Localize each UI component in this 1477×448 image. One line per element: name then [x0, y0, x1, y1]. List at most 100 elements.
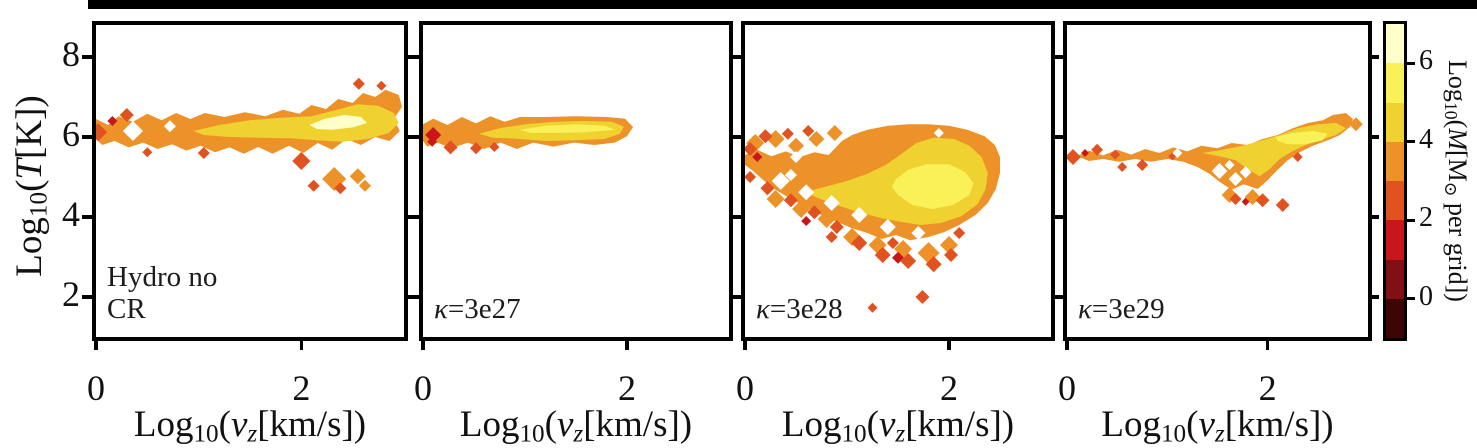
y-tick-mark	[734, 215, 741, 219]
panel-label: Hydro no CR	[107, 262, 217, 325]
label-part: z	[247, 420, 258, 448]
label-part: Log	[459, 404, 520, 445]
colorbar-tick-label: 2	[1419, 202, 1433, 234]
x-tick-label: 2	[940, 368, 958, 408]
y-tick-mark	[734, 55, 741, 59]
plot-area: κ=3e29	[1063, 21, 1372, 341]
x-tick-mark	[625, 341, 629, 350]
colorbar-block	[1386, 63, 1404, 103]
x-tick-mark	[947, 341, 951, 350]
y-tick-mark	[1056, 135, 1063, 139]
contour-fragment-red	[1136, 159, 1149, 171]
label-part: (	[1186, 404, 1199, 445]
contour-fragment-red	[1255, 193, 1270, 208]
y-tick-mark	[734, 135, 741, 139]
contour-fragment-orange	[808, 131, 825, 147]
label-part: κ	[1078, 292, 1092, 325]
colorbar-tick-label: 4	[1419, 123, 1433, 155]
contour-fragment-red	[1067, 149, 1081, 165]
x-tick-mark	[421, 341, 425, 350]
contour-hole	[1224, 160, 1235, 170]
colorbar-tick-label: 6	[1419, 45, 1433, 77]
y-tick-mark	[1372, 215, 1379, 219]
label-part: v	[556, 404, 574, 445]
contour-fragment-darkred	[752, 152, 763, 162]
contour-fragment-red	[489, 142, 500, 152]
contour-fragment-red	[783, 193, 798, 208]
y-tick-mark	[412, 215, 419, 219]
y-tick-mark	[82, 55, 92, 59]
label-part: Log	[133, 404, 194, 445]
contour-fragment-red	[807, 205, 822, 220]
x-tick-mark	[743, 341, 747, 350]
label-part: 10	[193, 420, 219, 448]
contour-fragment-red	[915, 290, 930, 304]
label-part: z	[573, 420, 584, 448]
contour-fragment-darkred	[425, 127, 442, 143]
contour-hole	[784, 169, 797, 181]
y-tick-mark	[1372, 295, 1379, 299]
panel-label-line: κ=3e28	[756, 292, 843, 325]
panel-label-line: Hydro no	[107, 262, 217, 293]
cropped-upper-panel-border	[88, 0, 1477, 9]
contour-hole	[933, 128, 944, 138]
label-part: T	[9, 159, 50, 180]
y-tick-mark	[82, 295, 92, 299]
contour-fragment-orange	[349, 168, 366, 185]
contour-hole	[790, 151, 802, 163]
y-tick-mark	[82, 215, 92, 219]
contour-hole	[122, 121, 144, 141]
contour-plot	[1067, 113, 1363, 212]
contour-fragment-red	[1117, 162, 1128, 172]
contour-fragment-orange	[766, 190, 785, 208]
label-part: 10	[841, 420, 867, 448]
contour-hole	[1228, 172, 1243, 186]
y-tick-mark	[1056, 215, 1063, 219]
contour-fragment-red	[867, 302, 878, 313]
y-tick-mark	[412, 135, 419, 139]
x-axis-label: Log10(vz[km/s])	[741, 403, 1055, 448]
contour-fragment-red	[900, 253, 917, 269]
contour-fragment-orange	[1244, 189, 1261, 205]
contour-fragment-red	[334, 182, 347, 195]
contour-fragment-red	[443, 140, 458, 155]
label-part: CR	[107, 292, 146, 325]
panel-label: κ=3e28	[756, 292, 843, 325]
label-part: (	[1443, 119, 1472, 129]
contour-hole	[798, 184, 815, 201]
colorbar-label: Log10(M[M⊙ per grid])	[1441, 11, 1472, 351]
contour-hole	[879, 219, 896, 235]
contour-fragment-red	[758, 129, 773, 144]
contour-fragment-darkred	[427, 136, 438, 147]
contour-hole	[1211, 163, 1228, 179]
panel-label-line: κ=3e27	[434, 293, 521, 325]
y-tick-label: 2	[62, 274, 80, 314]
contour-fragment-red	[1168, 152, 1177, 161]
contour-fragment-red	[760, 181, 775, 196]
contour-fragment-red	[944, 248, 959, 262]
label-part: (	[9, 179, 50, 192]
label-part: [km/s])	[905, 404, 1015, 445]
label-part: Log	[781, 404, 842, 445]
contour-fragment-red	[470, 142, 483, 155]
panel-label: κ=3e29	[1078, 292, 1165, 325]
label-part: [km/s])	[1224, 404, 1334, 445]
contour-fragment-orange	[1221, 187, 1238, 203]
x-tick-mark	[1065, 341, 1069, 350]
panel: κ=3e28 Log10(vz[km/s]) 0 2	[734, 21, 1062, 448]
y-tick-mark	[1056, 55, 1063, 59]
label-part: =3e28	[769, 292, 843, 325]
x-tick-label: 0	[1058, 368, 1076, 408]
contour-fragment-orange	[894, 240, 913, 258]
contour-fragment-red	[953, 227, 966, 239]
colorbar-block	[1386, 102, 1404, 142]
colorbar-block	[1386, 141, 1404, 181]
panel: κ=3e27 Log10(vz[km/s]) 0 2	[412, 21, 740, 448]
contour-fragment-red	[142, 147, 153, 158]
y-tick-mark	[1372, 55, 1379, 59]
contour-fragment-red	[376, 80, 387, 91]
contour-fragment-orange	[1349, 117, 1363, 132]
x-tick-label: 0	[87, 368, 105, 408]
y-tick-mark	[1372, 135, 1379, 139]
y-tick-label: 8	[62, 34, 80, 74]
